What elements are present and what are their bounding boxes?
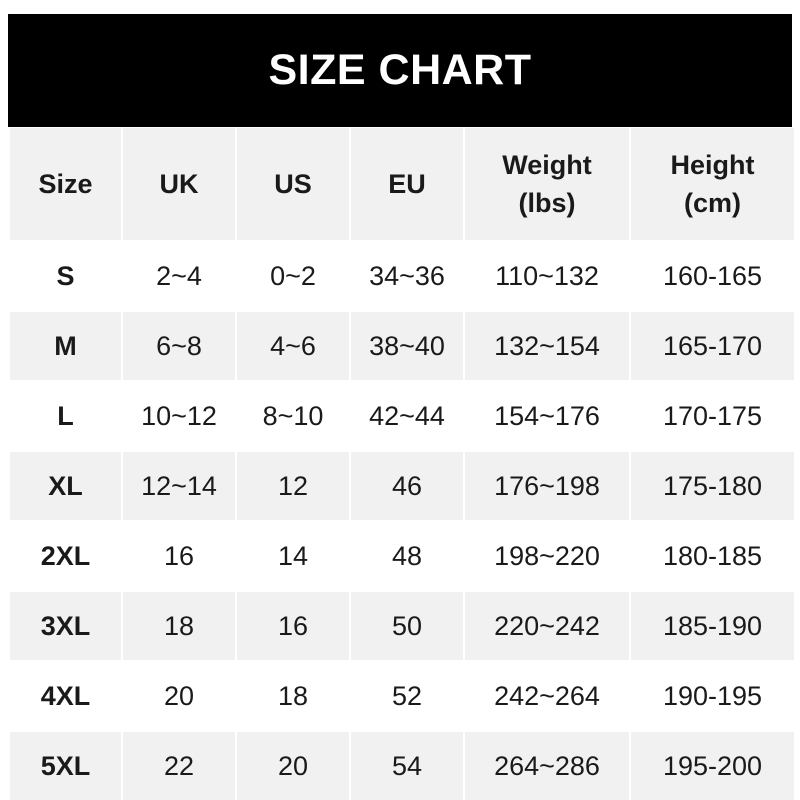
size-cell: 2XL	[10, 520, 121, 590]
table-cell: 20	[123, 660, 235, 730]
column-header: EU	[351, 128, 463, 240]
table-cell: 264~286	[465, 730, 629, 800]
table-row: XL 12~14 12 46 176~198 175-180	[10, 450, 794, 520]
table-row: 3XL 18 16 50 220~242 185-190	[10, 590, 794, 660]
size-cell: 5XL	[10, 730, 121, 800]
table-cell: 6~8	[123, 310, 235, 380]
table-row: S 2~4 0~2 34~36 110~132 160-165	[10, 240, 794, 310]
table-cell: 185-190	[631, 590, 794, 660]
table-cell: 198~220	[465, 520, 629, 590]
table-cell: 0~2	[237, 240, 349, 310]
table-cell: 14	[237, 520, 349, 590]
column-header: Weight (lbs)	[465, 128, 629, 240]
table-cell: 20	[237, 730, 349, 800]
table-cell: 175-180	[631, 450, 794, 520]
table-cell: 8~10	[237, 380, 349, 450]
table-cell: 165-170	[631, 310, 794, 380]
size-table: Size UK US EU Weight (lbs) Height (cm) S 2~4 0~2 3…	[8, 128, 796, 800]
header-row: Size UK US EU Weight (lbs) Height (cm)	[10, 128, 794, 240]
table-cell: 170-175	[631, 380, 794, 450]
table-cell: 180-185	[631, 520, 794, 590]
table-cell: 12	[237, 450, 349, 520]
table-cell: 18	[123, 590, 235, 660]
table-cell: 16	[237, 590, 349, 660]
size-cell: 3XL	[10, 590, 121, 660]
column-header: UK	[123, 128, 235, 240]
table-cell: 12~14	[123, 450, 235, 520]
table-row: M 6~8 4~6 38~40 132~154 165-170	[10, 310, 794, 380]
table-row: 2XL 16 14 48 198~220 180-185	[10, 520, 794, 590]
table-cell: 242~264	[465, 660, 629, 730]
table-cell: 10~12	[123, 380, 235, 450]
table-cell: 132~154	[465, 310, 629, 380]
size-cell: L	[10, 380, 121, 450]
table-cell: 195-200	[631, 730, 794, 800]
size-chart-title: SIZE CHART	[8, 14, 792, 127]
table-cell: 154~176	[465, 380, 629, 450]
table-cell: 220~242	[465, 590, 629, 660]
table-cell: 38~40	[351, 310, 463, 380]
table-cell: 46	[351, 450, 463, 520]
column-header: Height (cm)	[631, 128, 794, 240]
table-cell: 176~198	[465, 450, 629, 520]
table-cell: 160-165	[631, 240, 794, 310]
table-row: L 10~12 8~10 42~44 154~176 170-175	[10, 380, 794, 450]
table-cell: 50	[351, 590, 463, 660]
size-cell: 4XL	[10, 660, 121, 730]
table-cell: 16	[123, 520, 235, 590]
table-cell: 42~44	[351, 380, 463, 450]
table-row: 4XL 20 18 52 242~264 190-195	[10, 660, 794, 730]
table-cell: 110~132	[465, 240, 629, 310]
table-cell: 48	[351, 520, 463, 590]
table-cell: 4~6	[237, 310, 349, 380]
size-cell: M	[10, 310, 121, 380]
table-row: 5XL 22 20 54 264~286 195-200	[10, 730, 794, 800]
table-cell: 22	[123, 730, 235, 800]
table-cell: 190-195	[631, 660, 794, 730]
table-cell: 54	[351, 730, 463, 800]
column-header: US	[237, 128, 349, 240]
table-cell: 18	[237, 660, 349, 730]
table-cell: 52	[351, 660, 463, 730]
table-cell: 34~36	[351, 240, 463, 310]
table-cell: 2~4	[123, 240, 235, 310]
size-cell: XL	[10, 450, 121, 520]
size-cell: S	[10, 240, 121, 310]
column-header: Size	[10, 128, 121, 240]
